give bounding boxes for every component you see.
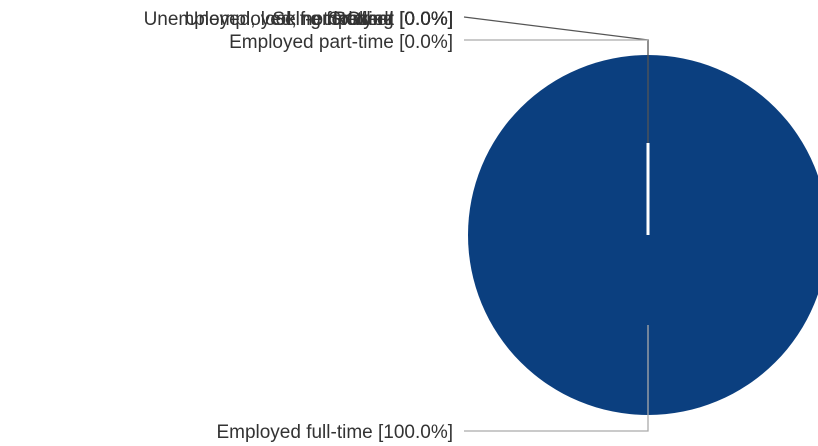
slice-label-employed-part-time: Employed part-time [0.0%] <box>229 32 453 53</box>
slice-label-student: Student [0.0%] <box>328 9 453 30</box>
leader-line-full-time <box>464 325 649 432</box>
slice-label-unemployed-looking-for-work: Unemployed, looking for work [0.0%] <box>144 9 453 30</box>
slice-label-self-employed: Self-employed [0.0%] <box>272 9 453 30</box>
slice-label-employed-full-time: Employed full-time [100.0%] <box>216 422 453 443</box>
overlapped-labels: Unemployed, looking for work [0.0%]Unemp… <box>144 9 453 30</box>
slice-label-other: Other [0.0%] <box>346 9 453 30</box>
pie-slice-employed-full-time[interactable] <box>468 55 818 415</box>
slice-label-retired: Retired [0.0%] <box>333 9 453 30</box>
slice-label-unemployed-not-looking: Unemployed, not looking [0.0%] <box>185 9 453 30</box>
